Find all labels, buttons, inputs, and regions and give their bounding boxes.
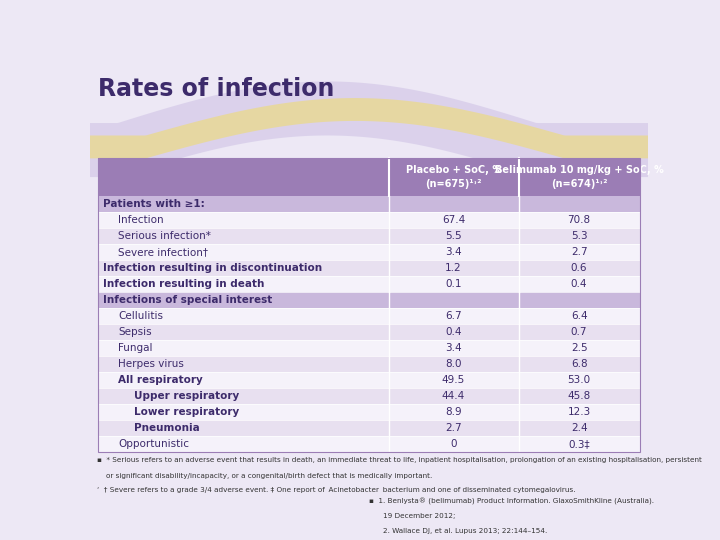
- Text: 2. Wallace DJ, et al. Lupus 2013; 22:144–154.: 2. Wallace DJ, et al. Lupus 2013; 22:144…: [383, 528, 547, 534]
- Text: Serious infection*: Serious infection*: [119, 231, 212, 241]
- Text: 3.4: 3.4: [445, 247, 462, 257]
- Text: Opportunistic: Opportunistic: [119, 439, 189, 449]
- Text: 8.9: 8.9: [445, 407, 462, 417]
- Text: 0.7: 0.7: [571, 327, 588, 337]
- Text: 12.3: 12.3: [567, 407, 590, 417]
- Bar: [99, 436, 639, 452]
- Bar: [99, 340, 639, 356]
- Text: 0: 0: [450, 439, 456, 449]
- Text: 2.5: 2.5: [571, 343, 588, 353]
- Text: 49.5: 49.5: [442, 375, 465, 385]
- Bar: [99, 372, 639, 388]
- Text: Pneumonia: Pneumonia: [134, 423, 200, 433]
- Text: 0.6: 0.6: [571, 263, 588, 273]
- Text: 1.2: 1.2: [445, 263, 462, 273]
- Text: 45.8: 45.8: [567, 391, 590, 401]
- Text: 70.8: 70.8: [567, 215, 590, 225]
- Text: Sepsis: Sepsis: [119, 327, 152, 337]
- Text: or significant disability/incapacity, or a congenital/birth defect that is medic: or significant disability/incapacity, or…: [97, 472, 433, 478]
- Text: Infection resulting in death: Infection resulting in death: [103, 279, 264, 289]
- Text: ‘  † Severe refers to a grade 3/4 adverse event. ‡ One report of  Acinetobacter : ‘ † Severe refers to a grade 3/4 adverse…: [97, 487, 576, 493]
- Text: 5.5: 5.5: [445, 231, 462, 241]
- Bar: [99, 404, 639, 420]
- Text: 67.4: 67.4: [442, 215, 465, 225]
- Bar: [99, 158, 639, 196]
- Bar: [99, 276, 639, 292]
- Text: Infection: Infection: [119, 215, 164, 225]
- Bar: [99, 212, 639, 228]
- Text: ▪  1. Benlysta® (belimumab) Product Information. GlaxoSmithKline (Australia).: ▪ 1. Benlysta® (belimumab) Product Infor…: [369, 498, 654, 505]
- Polygon shape: [62, 98, 676, 158]
- Text: 8.0: 8.0: [445, 359, 462, 369]
- Text: Belimumab 10 mg/kg + SoC, %
(n=674)¹˒²: Belimumab 10 mg/kg + SoC, % (n=674)¹˒²: [495, 165, 663, 188]
- Bar: [99, 260, 639, 276]
- Bar: [99, 420, 639, 436]
- Text: Infections of special interest: Infections of special interest: [103, 295, 272, 305]
- Text: 0.4: 0.4: [571, 279, 588, 289]
- Text: 6.7: 6.7: [445, 311, 462, 321]
- Polygon shape: [62, 82, 676, 177]
- Text: Patients with ≥1:: Patients with ≥1:: [103, 199, 204, 209]
- Bar: [99, 356, 639, 372]
- Bar: [99, 308, 639, 324]
- Text: ▪  * Serious refers to an adverse event that results in death, an immediate thre: ▪ * Serious refers to an adverse event t…: [97, 457, 702, 463]
- Text: Fungal: Fungal: [119, 343, 153, 353]
- Text: Severe infection†: Severe infection†: [119, 247, 209, 257]
- Text: 2.7: 2.7: [445, 423, 462, 433]
- Bar: [99, 324, 639, 340]
- Text: Cellulitis: Cellulitis: [119, 311, 163, 321]
- Bar: [99, 158, 639, 452]
- Text: Lower respiratory: Lower respiratory: [134, 407, 239, 417]
- Text: Placebo + SoC, %
(n=675)¹˒²: Placebo + SoC, % (n=675)¹˒²: [405, 165, 502, 188]
- Bar: [99, 292, 639, 308]
- Text: 5.3: 5.3: [571, 231, 588, 241]
- Bar: [99, 244, 639, 260]
- Text: Herpes virus: Herpes virus: [119, 359, 184, 369]
- Text: 0.3‡: 0.3‡: [568, 439, 590, 449]
- Text: Infection resulting in discontinuation: Infection resulting in discontinuation: [103, 263, 322, 273]
- Text: Upper respiratory: Upper respiratory: [134, 391, 239, 401]
- Text: 2.4: 2.4: [571, 423, 588, 433]
- Text: All respiratory: All respiratory: [119, 375, 203, 385]
- Bar: [99, 228, 639, 244]
- Text: 6.4: 6.4: [571, 311, 588, 321]
- Text: 44.4: 44.4: [442, 391, 465, 401]
- Bar: [99, 196, 639, 212]
- Text: 0.4: 0.4: [445, 327, 462, 337]
- Text: 2.7: 2.7: [571, 247, 588, 257]
- Text: 6.8: 6.8: [571, 359, 588, 369]
- Text: Rates of infection: Rates of infection: [99, 77, 335, 102]
- Text: 19 December 2012;: 19 December 2012;: [383, 514, 455, 519]
- Bar: [99, 388, 639, 404]
- Text: 53.0: 53.0: [567, 375, 590, 385]
- Text: 0.1: 0.1: [445, 279, 462, 289]
- Text: 3.4: 3.4: [445, 343, 462, 353]
